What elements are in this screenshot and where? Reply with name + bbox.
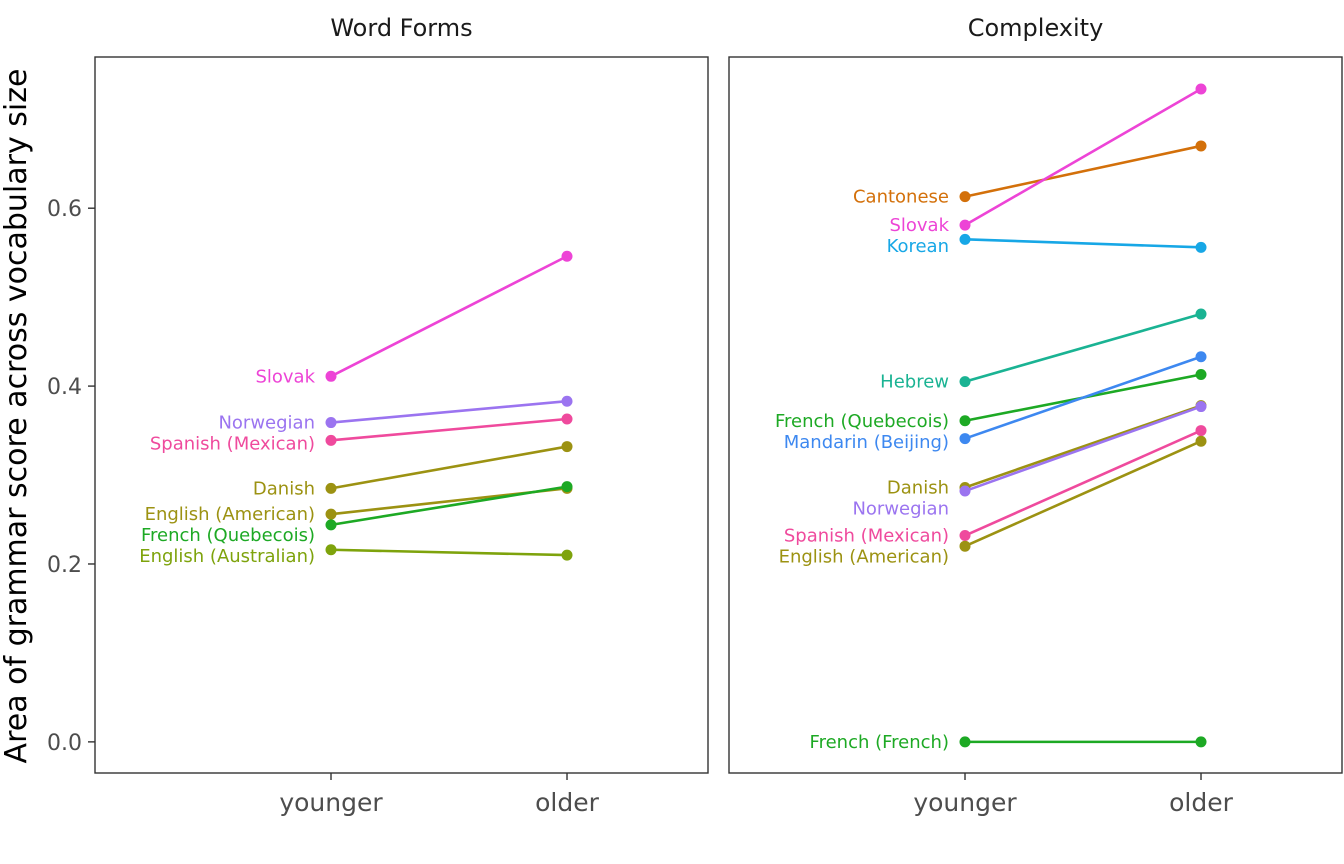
data-point [561, 395, 573, 407]
x-tick-label: younger [279, 788, 383, 817]
panel-frame [94, 56, 709, 774]
series-label: Norwegian [852, 498, 949, 519]
y-axis-label: Area of grammar score across vocabulary … [0, 69, 34, 764]
data-point [959, 736, 971, 748]
series-label: English (American) [145, 504, 315, 525]
series-label: Norwegian [218, 413, 315, 434]
panel-title: Word Forms [330, 14, 472, 42]
series [325, 413, 573, 446]
series [959, 351, 1207, 445]
series-line [963, 312, 1203, 383]
data-point [325, 370, 337, 382]
data-point [1195, 736, 1207, 748]
x-tick-label: older [535, 788, 599, 817]
data-point [959, 530, 971, 542]
series-label: Spanish (Mexican) [784, 526, 949, 547]
series-line [329, 548, 569, 557]
data-point [325, 519, 337, 531]
series-label: French (French) [810, 732, 949, 753]
series-label: English (American) [779, 547, 949, 568]
data-point [959, 233, 971, 245]
series-label: Spanish (Mexican) [150, 434, 315, 455]
data-point [1195, 351, 1207, 363]
y-tick-label: 0.0 [47, 731, 82, 756]
series-line [963, 238, 1203, 249]
series [959, 308, 1207, 388]
series-label: Slovak [889, 215, 949, 236]
series [959, 233, 1207, 253]
series-label: Mandarin (Beijing) [784, 432, 949, 453]
panel-frame [728, 56, 1343, 774]
series [959, 401, 1207, 497]
panel-title: Complexity [968, 14, 1104, 42]
series-label: Hebrew [880, 372, 949, 393]
series [959, 435, 1207, 552]
series-line [963, 429, 1203, 537]
panels: Word Forms 0.0 0.2 0.4 0.6 younger older Slovak… [47, 14, 1343, 817]
x-tick-label: younger [913, 788, 1017, 817]
series-line [329, 254, 569, 378]
data-point [561, 441, 573, 453]
data-point [1195, 140, 1207, 152]
data-point [561, 481, 573, 493]
data-point [959, 433, 971, 445]
series-line [963, 355, 1203, 440]
series [325, 544, 573, 561]
series [325, 250, 573, 382]
series-label: French (Quebecois) [141, 525, 315, 546]
data-point [325, 508, 337, 520]
series [325, 482, 573, 520]
panel-2: Complexity younger older Cantonese SlovakKor… [728, 14, 1343, 817]
series [959, 425, 1207, 542]
data-point [561, 250, 573, 262]
series [959, 83, 1207, 231]
data-point [959, 191, 971, 203]
series-line [963, 144, 1203, 198]
series-label: Danish [887, 477, 949, 498]
data-point [325, 482, 337, 494]
series [325, 481, 573, 531]
series-label: Cantonese [853, 187, 949, 208]
data-point [1195, 435, 1207, 447]
y-tick-label: 0.2 [47, 553, 82, 578]
series-line [963, 87, 1203, 227]
series [325, 395, 573, 429]
data-point [959, 485, 971, 497]
data-point [1195, 401, 1207, 413]
panel-1: Word Forms 0.0 0.2 0.4 0.6 younger older Slovak… [47, 14, 709, 817]
data-point [325, 544, 337, 556]
data-point [1195, 241, 1207, 253]
data-point [1195, 369, 1207, 381]
series [959, 140, 1207, 203]
data-point [1195, 83, 1207, 95]
data-point [959, 540, 971, 552]
series-line [963, 439, 1203, 548]
data-point [325, 434, 337, 446]
series [959, 736, 1207, 748]
series [325, 441, 573, 494]
series-line [329, 399, 569, 424]
series-label: Korean [887, 236, 949, 257]
data-point [1195, 425, 1207, 437]
data-point [561, 413, 573, 425]
data-point [1195, 308, 1207, 320]
series-label: Danish [253, 478, 315, 499]
series-label: Slovak [255, 366, 315, 387]
series-line [329, 485, 569, 527]
series-label: French (Quebecois) [775, 411, 949, 432]
data-point [959, 219, 971, 231]
data-point [561, 549, 573, 561]
y-tick-label: 0.6 [47, 197, 82, 222]
x-tick-label: older [1169, 788, 1233, 817]
y-tick-label: 0.4 [47, 375, 82, 400]
data-point [325, 417, 337, 429]
series-line [329, 417, 569, 442]
series-line [963, 405, 1203, 493]
series-line [329, 445, 569, 490]
series-label: English (Australian) [139, 546, 315, 567]
data-point [959, 376, 971, 388]
data-point [959, 415, 971, 427]
